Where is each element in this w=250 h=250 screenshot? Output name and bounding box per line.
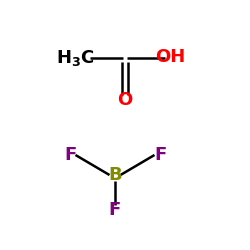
Text: F: F	[64, 146, 76, 164]
Text: O: O	[118, 91, 132, 109]
Text: F: F	[109, 201, 121, 219]
Text: $\mathregular{H_3C}$: $\mathregular{H_3C}$	[56, 48, 94, 68]
Text: B: B	[108, 166, 122, 184]
Text: OH: OH	[155, 48, 185, 66]
Text: F: F	[154, 146, 166, 164]
